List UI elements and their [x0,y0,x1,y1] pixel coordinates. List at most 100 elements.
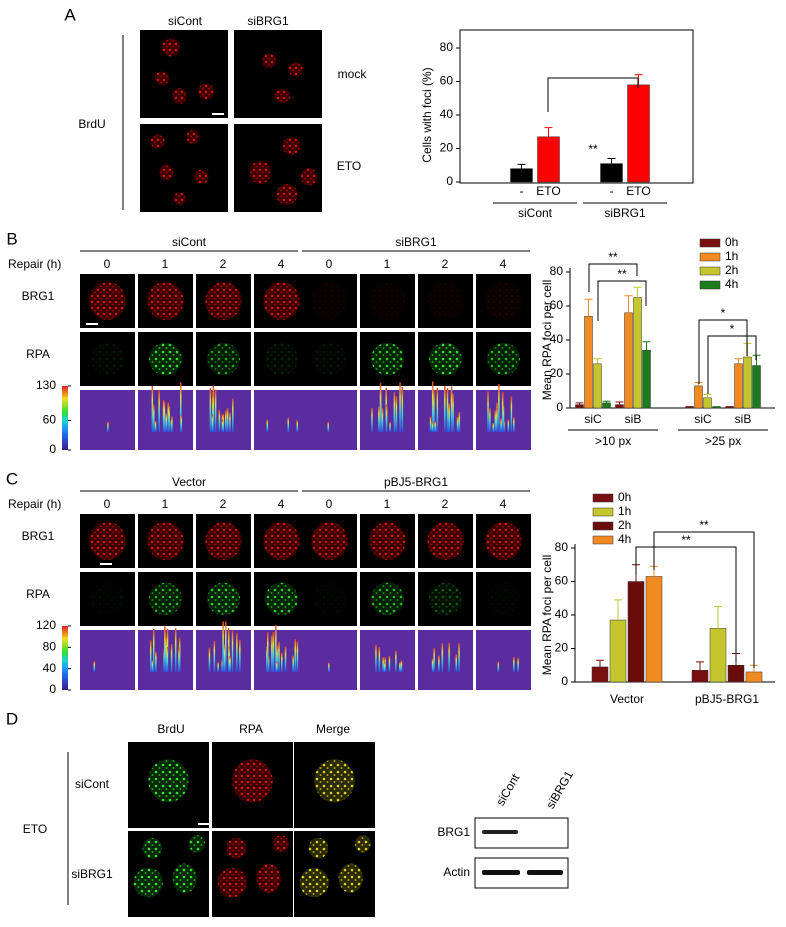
surface-spike [327,421,329,432]
surface-spike [388,655,391,672]
surface-spike [292,655,294,672]
surface-spike [494,410,497,432]
blot-band [482,870,520,875]
error-bar [642,341,651,351]
x-tick-label: siC [584,412,602,426]
surface-spike [381,407,384,432]
surface-spike [166,647,168,672]
significance-bracket [635,546,737,662]
nucleus [276,183,298,205]
lane-label: siBRG1 [543,768,576,811]
significance-label: * [721,306,726,320]
bar [593,363,602,409]
bar [600,163,623,183]
bar [703,397,712,409]
surface-spike [431,422,434,432]
error-bar [624,295,633,313]
time-label: 0 [326,497,333,511]
surface-spike [209,387,212,432]
x-group-label: >10 px [595,434,631,448]
nucleus [265,582,298,616]
x-group-label: siBRG1 [604,206,646,220]
time-label: 0 [104,497,111,511]
time-label: 1 [384,497,391,511]
nucleus [256,863,281,893]
surface-spike [328,662,330,672]
error-bar [714,606,722,629]
colorbar-tick-label: 0 [49,442,56,456]
surface-spike [438,655,440,672]
surface-spike [495,407,498,432]
row-label: ETO [337,159,361,173]
surface-spike [223,644,226,672]
surface-spike [217,662,219,672]
nucleus [338,863,363,893]
y-tick-label: 40 [440,107,454,121]
significance-label: ** [588,142,598,156]
group-header: siBRG1 [395,235,437,249]
surface-spike [149,640,152,672]
significance-bracket [597,280,647,321]
surface-plot [360,630,415,690]
nucleus [207,342,240,376]
repair-label: Repair (h) [8,257,61,271]
bar [510,168,533,183]
surface-plot [360,390,415,450]
surface-spike [178,647,180,672]
row-label: BRG1 [22,289,55,303]
surface-spike [429,416,432,432]
nucleus [91,582,124,616]
row-label: mock [338,67,368,81]
surface-spike [378,406,380,432]
nucleus [172,88,187,104]
blot-band [527,870,563,875]
nucleus [133,867,163,898]
nucleus [369,522,406,560]
surface-spike [211,414,213,432]
legend-label: 2h [618,518,631,532]
nucleus [207,582,240,616]
nucleus [288,62,303,77]
legend-swatch [592,535,614,545]
surface-spike [498,383,500,432]
time-label: 0 [104,257,111,271]
surface-spike [517,657,519,672]
panel-label: A [64,5,76,24]
bar [602,402,611,409]
surface-spike [497,661,500,672]
time-label: 1 [384,257,391,271]
surface-spike [501,391,504,432]
surface-spike [165,413,167,432]
error-bar [696,661,704,671]
bar [712,406,721,409]
surface-spike [399,662,401,672]
nucleus [371,342,404,376]
nucleus [300,168,317,186]
surface-spike [232,398,234,432]
surface-spike [151,386,154,432]
time-label: 4 [500,497,507,511]
surface-spike [180,415,183,432]
surface-spike [266,631,269,672]
surface-spike [208,647,211,672]
y-tick-label: 80 [550,264,564,278]
bar [584,315,593,409]
nucleus [149,342,182,376]
y-tick-label: 20 [555,641,569,655]
surface-spike [371,407,373,432]
surface-spike [221,659,224,672]
surface-spike [152,629,155,672]
surface-spike [456,416,459,432]
error-bar [703,393,712,398]
surface-spike [458,643,460,672]
surface-spike [383,662,386,672]
legend-label: 2h [725,263,738,277]
colorbar-tick-label: 0 [49,682,56,696]
surface-spike [224,621,227,672]
nucleus [487,342,520,376]
column-label: Merge [316,722,350,736]
surface-spike [151,660,154,672]
nucleus [142,837,163,859]
nucleus [263,522,300,560]
bar [743,356,752,409]
